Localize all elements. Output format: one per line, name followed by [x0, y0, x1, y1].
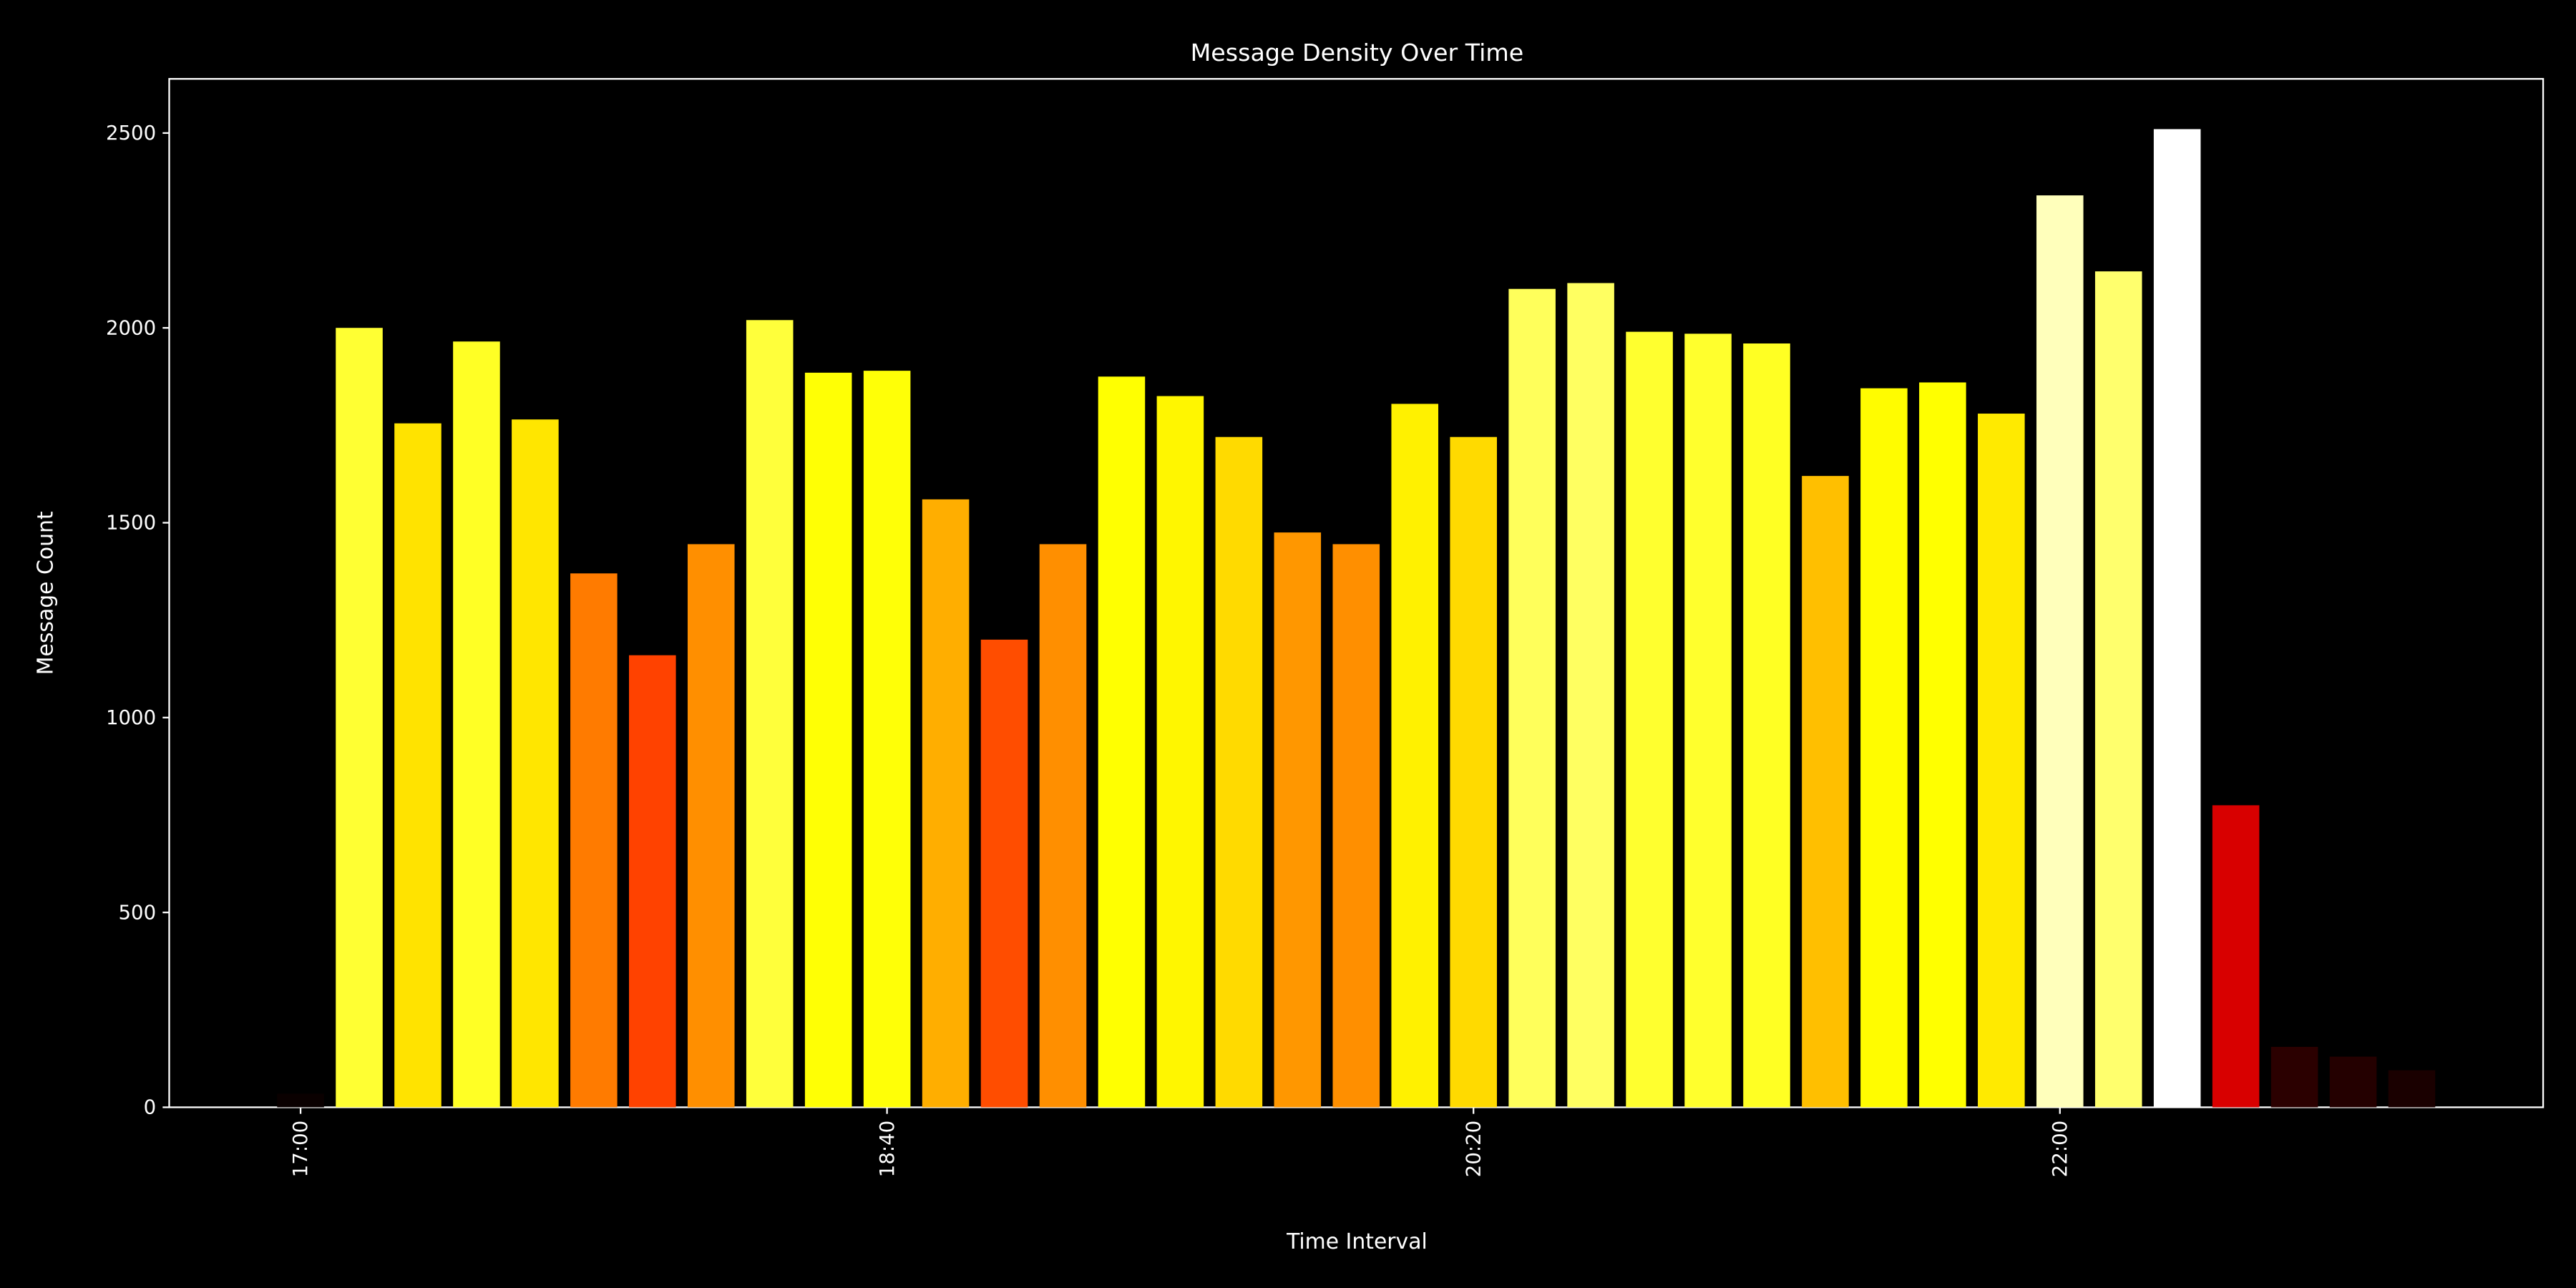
bar [1215, 436, 1263, 1108]
bar [394, 423, 441, 1108]
bar [1098, 376, 1146, 1108]
bar [277, 1093, 324, 1108]
bar [746, 320, 794, 1108]
y-tick-label: 0 [144, 1096, 157, 1119]
bar [1391, 404, 1439, 1108]
bar [1039, 544, 1087, 1108]
y-axis-label: Message Count [33, 511, 58, 675]
bar [2153, 129, 2201, 1108]
bar [1860, 388, 1908, 1108]
x-tick-label: 20:20 [1462, 1121, 1485, 1177]
bar [1978, 414, 2025, 1108]
bar [1919, 382, 1966, 1108]
bar [1802, 476, 1849, 1108]
bar [1274, 532, 1322, 1108]
bar [2094, 271, 2142, 1108]
bar [1508, 288, 1556, 1108]
bar [1567, 283, 1614, 1108]
bar [2212, 805, 2260, 1108]
y-tick-label: 1500 [106, 512, 156, 535]
bar [804, 372, 852, 1108]
x-tick-label: 22:00 [2049, 1121, 2072, 1177]
bar [1684, 333, 1732, 1108]
bar [922, 499, 970, 1108]
bar [512, 419, 559, 1108]
x-axis-label: Time Interval [1286, 1229, 1428, 1254]
x-tick-label: 18:40 [876, 1121, 899, 1177]
y-tick-label: 2500 [106, 122, 156, 145]
bar [687, 544, 735, 1108]
chart-title: Message Density Over Time [1191, 39, 1524, 67]
bar [2329, 1056, 2377, 1108]
bar [1450, 436, 1497, 1108]
bar [2388, 1070, 2436, 1108]
bar [2270, 1047, 2318, 1108]
y-tick-label: 2000 [106, 316, 156, 339]
x-tick-label: 17:00 [289, 1121, 312, 1177]
bar [453, 341, 500, 1108]
bar [980, 639, 1028, 1108]
bar [2036, 195, 2084, 1108]
y-tick-label: 1000 [106, 706, 156, 729]
bar [1332, 544, 1380, 1108]
bar [863, 371, 911, 1108]
bar [629, 655, 676, 1108]
bar [336, 328, 383, 1108]
bar [1156, 396, 1204, 1108]
y-tick-label: 500 [119, 901, 157, 924]
bar [1743, 343, 1790, 1108]
bar [570, 573, 618, 1108]
bar [1626, 331, 1673, 1108]
